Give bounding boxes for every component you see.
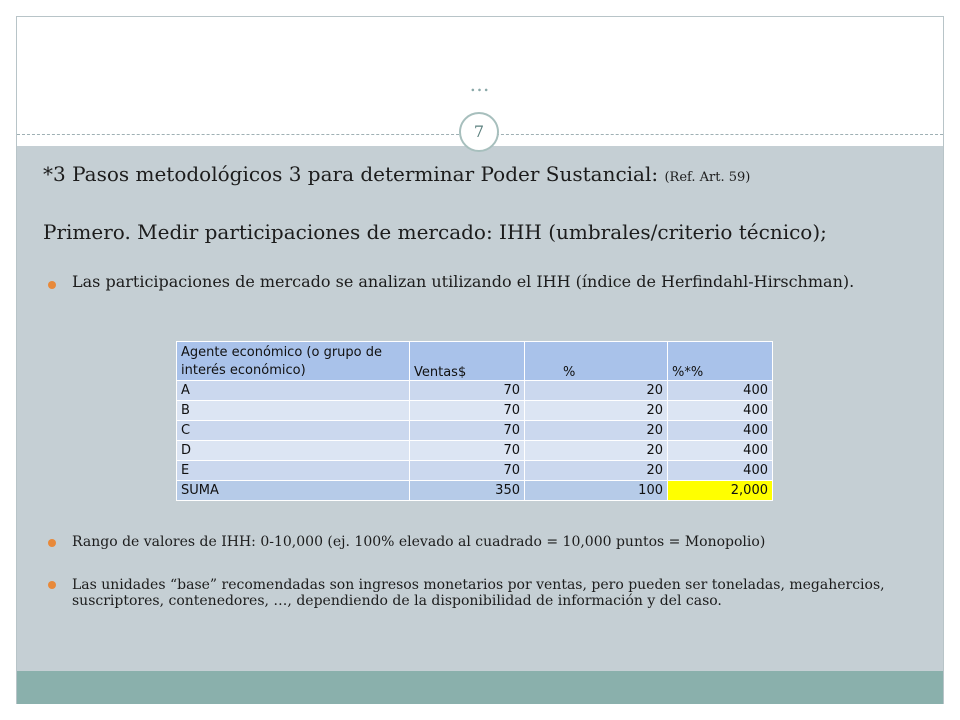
bullet-dot	[48, 539, 56, 547]
column-header-agent: Agente económico (o grupo de interés eco…	[176, 341, 410, 381]
table-row: B 70 20 400	[176, 400, 773, 421]
column-header-sales: Ventas$	[409, 341, 525, 381]
cell-agent: A	[176, 380, 410, 401]
cell-percent: 20	[524, 400, 668, 421]
cell-percent: 20	[524, 420, 668, 441]
bullet-dot	[48, 581, 56, 589]
cell-sales: 70	[409, 380, 525, 401]
cell-percent-squared: 400	[667, 400, 773, 421]
cell-sales: 70	[409, 460, 525, 481]
table-row: A 70 20 400	[176, 380, 773, 401]
cell-agent: C	[176, 420, 410, 441]
slide-heading: *3 Pasos metodológicos 3 para determinar…	[43, 162, 750, 186]
bullet-text-ihh: Las participaciones de mercado se analiz…	[72, 272, 855, 291]
cell-total-percent: 100	[524, 480, 668, 501]
bullet-dot	[48, 281, 56, 289]
cell-total-label: SUMA	[176, 480, 410, 501]
table-total-row: SUMA 350 100 2,000	[176, 480, 773, 501]
slide-footer-bar	[17, 671, 943, 704]
table-row: E 70 20 400	[176, 460, 773, 481]
cell-agent: B	[176, 400, 410, 421]
cell-percent-squared: 400	[667, 420, 773, 441]
bullet-text-range: Rango de valores de IHH: 0-10,000 (ej. 1…	[72, 534, 766, 550]
cell-total-ihh: 2,000	[667, 480, 773, 501]
heading-reference: (Ref. Art. 59)	[664, 170, 751, 185]
table-row: D 70 20 400	[176, 440, 773, 461]
cell-percent-squared: 400	[667, 460, 773, 481]
bullet-text-units: Las unidades “base” recomendadas son ing…	[72, 577, 885, 609]
cell-sales: 70	[409, 400, 525, 421]
cell-percent-squared: 400	[667, 440, 773, 461]
cell-total-sales: 350	[409, 480, 525, 501]
table-header-row: Agente económico (o grupo de interés eco…	[176, 341, 773, 381]
slide-subheading: Primero. Medir participaciones de mercad…	[43, 220, 827, 244]
cell-percent: 20	[524, 460, 668, 481]
cell-agent: E	[176, 460, 410, 481]
column-header-percent: %	[524, 341, 668, 381]
heading-text: *3 Pasos metodológicos 3 para determinar…	[43, 162, 659, 186]
ihh-table: Agente económico (o grupo de interés eco…	[176, 341, 773, 501]
cell-percent-squared: 400	[667, 380, 773, 401]
table-row: C 70 20 400	[176, 420, 773, 441]
page-number-badge: 7	[459, 112, 499, 152]
column-header-percent-squared: %*%	[667, 341, 773, 381]
cell-percent: 20	[524, 440, 668, 461]
cell-sales: 70	[409, 420, 525, 441]
cell-percent: 20	[524, 380, 668, 401]
cell-sales: 70	[409, 440, 525, 461]
slide-ellipsis: …	[469, 72, 491, 96]
cell-agent: D	[176, 440, 410, 461]
